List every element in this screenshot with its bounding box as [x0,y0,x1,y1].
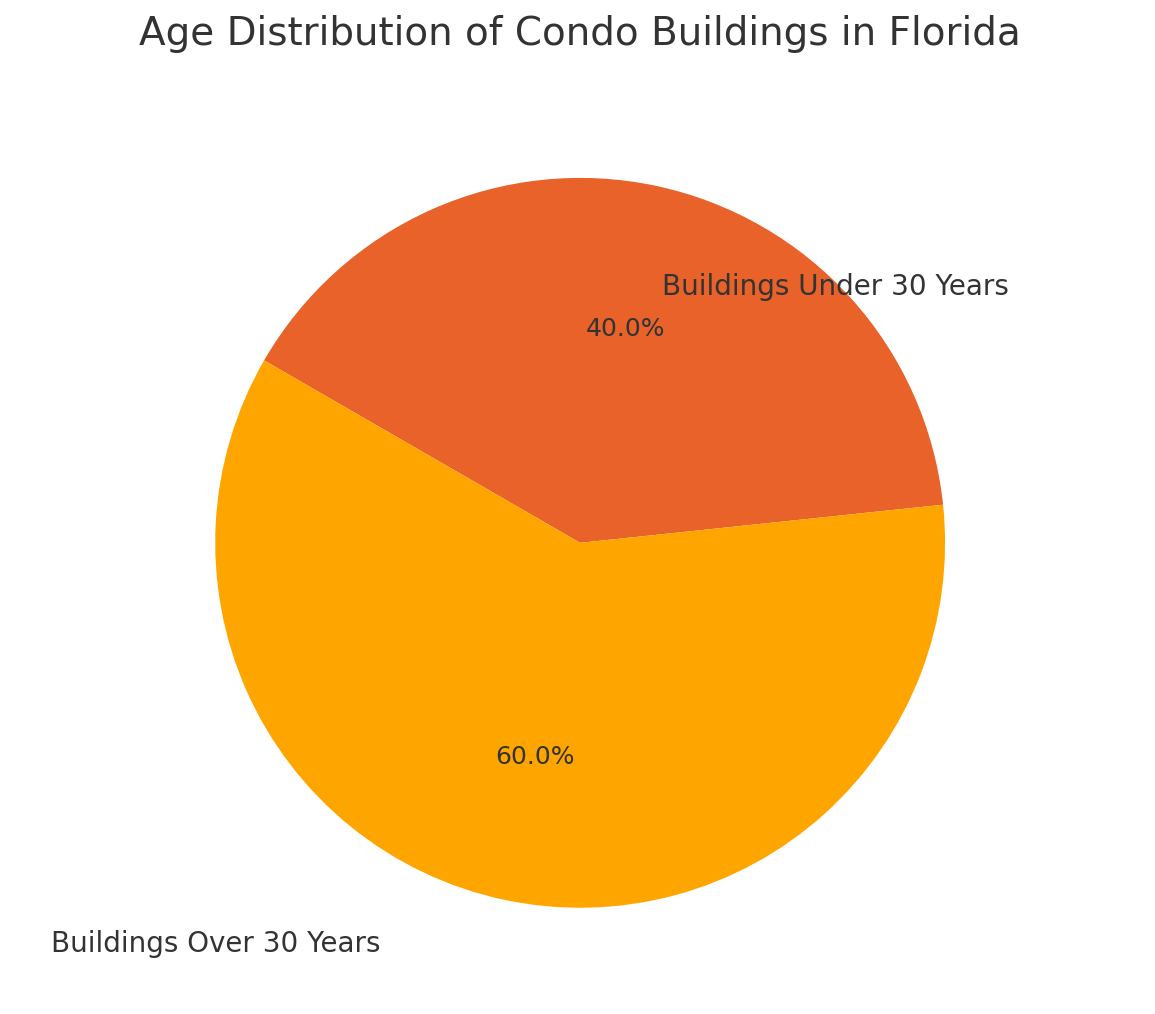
Wedge shape [264,177,944,542]
Text: 40.0%: 40.0% [586,316,665,341]
Text: 60.0%: 60.0% [494,745,574,769]
Text: Buildings Over 30 Years: Buildings Over 30 Years [51,930,380,958]
Text: Buildings Under 30 Years: Buildings Under 30 Years [662,274,1009,301]
Title: Age Distribution of Condo Buildings in Florida: Age Distribution of Condo Buildings in F… [140,15,1021,53]
Wedge shape [215,360,945,908]
